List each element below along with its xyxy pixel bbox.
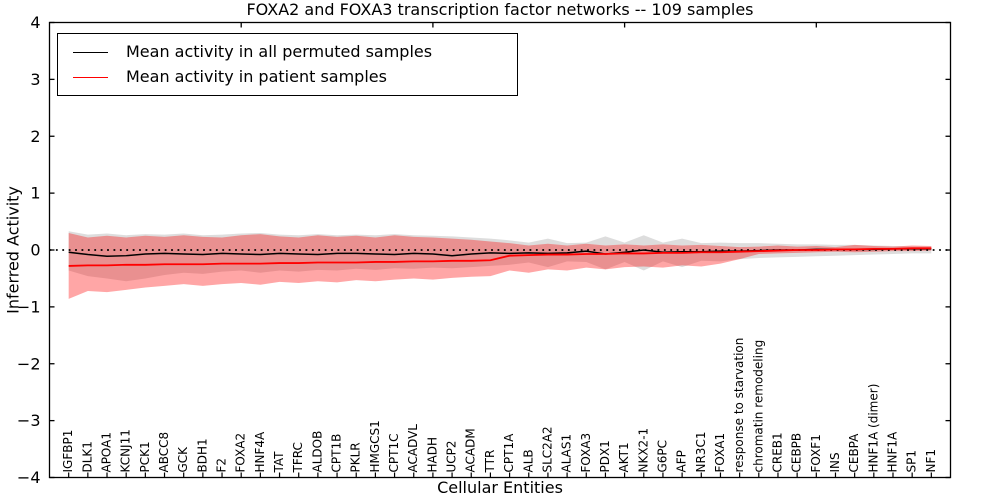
legend-line-patient (73, 76, 108, 78)
series-line-1 (68, 247, 932, 267)
category-label: FOXA3 (579, 433, 593, 473)
category-label: CPT1A (502, 433, 516, 473)
category-label: NR3C1 (694, 432, 708, 473)
legend-line-permuted (73, 51, 108, 53)
category-label: FOXF1 (809, 434, 823, 472)
category-label: ALB (521, 449, 535, 472)
category-label: ABCC8 (157, 432, 171, 473)
y-tick-label: 3 (30, 70, 40, 89)
category-label: ACADVL (406, 424, 420, 473)
x-axis-label: Cellular Entities (437, 478, 563, 497)
category-label: FOXA2 (234, 433, 248, 473)
category-label: SP1 (905, 450, 919, 473)
legend-item-permuted: Mean activity in all permuted samples (73, 43, 517, 61)
category-label: chromatin remodeling (751, 340, 765, 473)
category-label: G6PC (655, 440, 669, 473)
category-label: F2 (215, 458, 229, 473)
category-label: response to starvation (732, 338, 746, 473)
category-label: UCP2 (445, 440, 459, 472)
category-label: TTR (483, 450, 497, 474)
y-tick-label: 2 (30, 127, 40, 146)
category-label: GCK (176, 446, 190, 473)
legend-item-patient: Mean activity in patient samples (73, 68, 517, 86)
y-tick-label: −4 (17, 468, 41, 487)
category-label: APOA1 (100, 432, 114, 473)
category-label: ACADM (464, 428, 478, 472)
category-label: TFRC (291, 442, 305, 473)
category-label: ALAS1 (560, 434, 574, 473)
band-0 (68, 231, 932, 282)
category-label: SLC2A2 (540, 426, 554, 472)
category-label: ALDOB (310, 431, 324, 473)
category-label: AKT1 (617, 442, 631, 472)
y-tick-label: −3 (17, 411, 41, 430)
legend-label-patient: Mean activity in patient samples (126, 67, 387, 86)
y-tick-label: −1 (17, 297, 41, 316)
y-tick-label: 0 (30, 241, 40, 260)
category-label: NKX2-1 (636, 428, 650, 473)
y-tick-label: 4 (30, 13, 40, 32)
band-1 (68, 232, 932, 299)
category-label: CEBPA (847, 433, 861, 473)
category-label: KCNJ11 (119, 429, 133, 472)
legend-label-permuted: Mean activity in all permuted samples (126, 42, 433, 61)
category-label: HADH (425, 437, 439, 473)
category-label: BDH1 (195, 438, 209, 472)
category-label: FOXA1 (713, 433, 727, 473)
category-label: PDX1 (598, 440, 612, 472)
category-label: AFP (675, 450, 689, 472)
category-label: CREB1 (770, 432, 784, 472)
chart-title: FOXA2 and FOXA3 transcription factor net… (246, 0, 754, 19)
category-label: CPT1B (330, 434, 344, 473)
y-tick-label: −2 (17, 354, 41, 373)
category-label: HNF1A (885, 431, 899, 473)
category-label: TAT (272, 451, 286, 474)
category-label: DLK1 (80, 441, 94, 472)
category-label: PKLR (349, 442, 363, 472)
category-label: HMGCS1 (368, 420, 382, 472)
category-label: IGFBP1 (61, 430, 75, 473)
category-label: CEBPB (790, 433, 804, 473)
category-label: NF1 (924, 449, 938, 473)
category-label: INS (828, 452, 842, 472)
legend: Mean activity in all permuted samples Me… (57, 33, 518, 96)
category-label: HNF1A (dimer) (866, 384, 880, 473)
category-label: CPT1C (387, 434, 401, 473)
category-label: PCK1 (138, 441, 152, 472)
category-label: HNF4A (253, 431, 267, 473)
y-tick-label: 1 (30, 184, 40, 203)
